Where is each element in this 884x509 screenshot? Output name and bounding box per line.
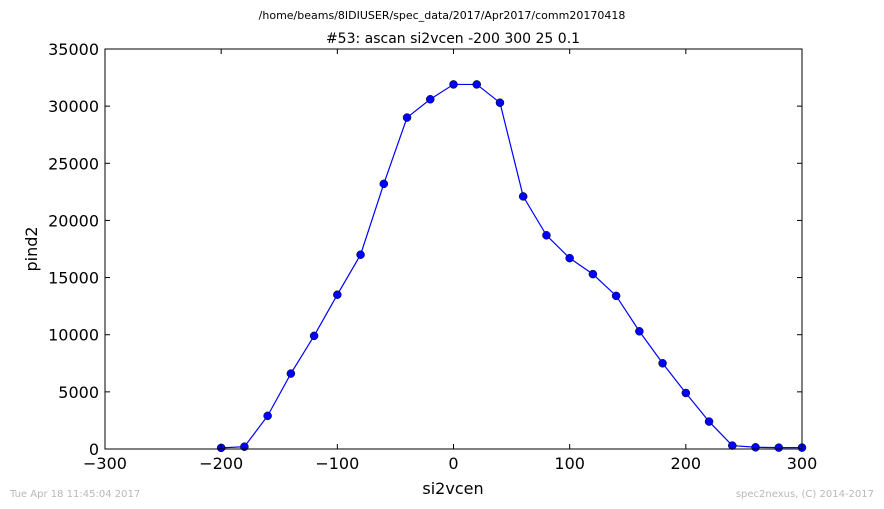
x-tick-label: 300 — [787, 454, 818, 473]
x-axis: −300 −200 −100 0 100 200 300 — [83, 49, 817, 473]
footer-credit: spec2nexus, (C) 2014-2017 — [735, 489, 874, 500]
data-point — [495, 98, 505, 107]
data-point — [774, 443, 784, 452]
y-tick-label: 15000 — [48, 269, 99, 288]
y-tick-label: 25000 — [48, 154, 99, 173]
plot-area — [216, 80, 807, 453]
x-tick-label: 200 — [671, 454, 702, 473]
y-axis-label: pind2 — [22, 226, 41, 271]
x-tick-label: −100 — [315, 454, 359, 473]
y-tick-label: 10000 — [48, 326, 99, 345]
data-point — [704, 417, 714, 426]
y-tick-label: 0 — [89, 440, 99, 459]
chart-suptitle: /home/beams/8IDIUSER/spec_data/2017/Apr2… — [259, 9, 626, 22]
data-point — [542, 231, 551, 240]
data-point — [263, 411, 272, 421]
data-point — [379, 179, 389, 189]
data-point — [240, 442, 249, 451]
data-point — [309, 331, 319, 341]
x-tick-label: −200 — [199, 454, 243, 473]
chart-title: #53: ascan si2vcen -200 300 25 0.1 — [326, 31, 580, 47]
x-tick-label: 100 — [554, 454, 585, 473]
plot-frame — [104, 48, 803, 450]
data-point — [356, 250, 365, 259]
y-tick-label: 35000 — [48, 40, 99, 59]
y-tick-label: 5000 — [58, 383, 99, 402]
data-point — [472, 80, 481, 89]
data-point — [402, 113, 412, 122]
x-axis-label: si2vcen — [422, 479, 483, 498]
data-point — [751, 443, 760, 452]
x-tick-label: 0 — [448, 454, 458, 473]
data-point — [681, 388, 691, 398]
y-tick-label: 20000 — [48, 211, 99, 230]
data-point — [333, 290, 342, 299]
y-tick-label: 30000 — [48, 97, 99, 116]
data-point — [426, 95, 435, 104]
data-point — [611, 291, 621, 301]
data-point — [658, 359, 667, 368]
series-line — [221, 83, 802, 449]
data-point — [449, 80, 458, 89]
data-point — [635, 327, 644, 336]
data-point — [518, 192, 528, 201]
y-axis: 0 5000 10000 15000 20000 25000 30000 35000 — [48, 40, 802, 459]
data-point — [728, 441, 737, 450]
data-point — [565, 253, 574, 263]
x-tick-label: −300 — [83, 454, 127, 473]
footer-timestamp: Tue Apr 18 11:45:04 2017 — [10, 489, 141, 500]
data-point — [286, 369, 296, 378]
data-point — [588, 269, 598, 279]
